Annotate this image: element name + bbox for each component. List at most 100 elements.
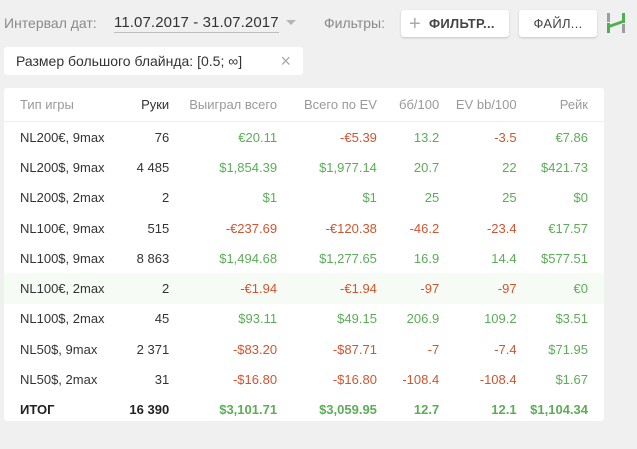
cell-game: NL200$, 2max [20, 190, 105, 206]
cell-evbb100: -23.4 [486, 220, 517, 236]
table-row[interactable]: NL200€, 9max 76 €20.11 -€5.39 13.2 -3.5 … [4, 122, 604, 153]
table-row[interactable]: NL50$, 9max 2 371 -$83.20 -$87.71 -7 -7.… [4, 334, 604, 364]
cell-ev: $1 [362, 190, 377, 206]
cell-game: NL100$, 2max [20, 311, 105, 327]
col-header-ev-total[interactable]: Всего по EV [277, 88, 377, 122]
cell-total-rake: $1,104.34 [530, 402, 588, 418]
cell-won: -€1.94 [169, 273, 278, 304]
cell-ev: $49.15 [337, 311, 377, 327]
cell-bb100: 25 [424, 190, 440, 206]
cell-won: $1,494.68 [219, 250, 278, 266]
cell-rake: $421.73 [541, 159, 588, 175]
cell-won: $1,854.39 [219, 159, 278, 175]
cell-hands: 2 371 [136, 341, 170, 357]
table-row[interactable]: NL50$, 2max 31 -$16.80 -$16.80 -108.4 -1… [4, 364, 604, 394]
cell-bb100: -108.4 [402, 372, 440, 388]
app-logo-icon [607, 13, 625, 33]
cell-rake: $1.67 [555, 372, 588, 388]
cell-evbb100: 22 [502, 159, 517, 175]
col-header-won-total[interactable]: Выиграл всего [169, 88, 278, 122]
col-header-rake[interactable]: Рейк [516, 88, 604, 122]
col-header-bb100[interactable]: бб/100 [376, 88, 440, 122]
cell-game: NL50$, 2max [20, 372, 98, 388]
cell-bb100: -97 [376, 273, 440, 304]
cell-won: $1 [262, 190, 278, 206]
filters-label: Фильтры: [324, 15, 385, 31]
cell-evbb100: -3.5 [494, 129, 517, 145]
cell-ev: -€5.39 [340, 129, 377, 145]
cell-rake: €0 [516, 273, 604, 304]
plus-icon: + [409, 12, 421, 35]
cell-ev: -$16.80 [332, 372, 377, 388]
cell-evbb100: 14.4 [491, 250, 517, 266]
cell-total-won: $3,101.71 [219, 402, 278, 418]
cell-rake: €7.86 [555, 129, 588, 145]
cell-won: -$16.80 [232, 372, 278, 388]
cell-game: NL50$, 9max [20, 341, 98, 357]
cell-rake: $577.51 [541, 250, 588, 266]
cell-rake: $3.51 [555, 311, 588, 327]
date-range-picker[interactable]: 11.07.2017 - 31.07.2017 [114, 14, 279, 33]
add-filter-button[interactable]: + ФИЛЬТР... [401, 10, 509, 37]
cell-won: $93.11 [238, 311, 278, 327]
cell-hands: 31 [154, 372, 170, 388]
cell-won: -$83.20 [232, 341, 278, 357]
cell-bb100: 206.9 [406, 311, 440, 327]
cell-hands: 45 [154, 311, 170, 327]
cell-game: NL100€, 9max [20, 220, 105, 236]
table-row[interactable]: NL200$, 9max 4 485 $1,854.39 $1,977.14 2… [4, 152, 604, 182]
cell-rake: €17.57 [548, 220, 588, 236]
table-row[interactable]: NL100$, 2max 45 $93.11 $49.15 206.9 109.… [4, 304, 604, 334]
cell-game: NL200€, 9max [20, 129, 105, 145]
cell-game: NL100$, 9max [20, 250, 105, 266]
cell-hands: 4 485 [136, 159, 170, 175]
cell-ev: -€120.38 [325, 220, 377, 236]
file-button[interactable]: ФАЙЛ... [519, 10, 597, 37]
cell-bb100: 16.9 [413, 250, 440, 266]
cell-rake: $0 [573, 190, 588, 206]
cell-game: NL200$, 9max [20, 159, 105, 175]
cell-evbb100: -97 [439, 273, 517, 304]
cell-rake: $71.95 [548, 341, 588, 357]
cell-hands: 515 [147, 220, 170, 236]
close-icon[interactable]: × [280, 51, 291, 71]
cell-evbb100: 25 [502, 190, 517, 206]
cell-ev: -$87.71 [332, 341, 377, 357]
cell-total-ev: $3,059.95 [319, 402, 377, 418]
cell-total-evbb100: 12.1 [491, 402, 517, 418]
cell-won: -€237.69 [225, 220, 278, 236]
cell-ev: $1,977.14 [319, 159, 377, 175]
cell-ev: $1,277.65 [319, 250, 377, 266]
filter-chip-label: Размер большого блайнда: [0.5; ∞] [16, 53, 243, 69]
cell-evbb100: -7.4 [494, 341, 517, 357]
cell-evbb100: -108.4 [479, 372, 517, 388]
cell-bb100: 20.7 [413, 159, 440, 175]
table-row[interactable]: NL200$, 2max 2 $1 $1 25 25 $0 [4, 183, 604, 213]
results-table: Тип игры Руки Выиграл всего Всего по EV … [4, 88, 604, 425]
col-header-game-type[interactable]: Тип игры [4, 88, 126, 122]
table-header-row: Тип игры Руки Выиграл всего Всего по EV … [4, 88, 604, 122]
table-row[interactable]: NL100$, 9max 8 863 $1,494.68 $1,277.65 1… [4, 243, 604, 273]
cell-total-bb100: 12.7 [413, 402, 440, 418]
file-button-label: ФАЙЛ... [533, 16, 583, 31]
table-total-row: ИТОГ 16 390 $3,101.71 $3,059.95 12.7 12.… [4, 395, 604, 425]
results-table-card: Тип игры Руки Выиграл всего Всего по EV … [4, 88, 604, 421]
cell-bb100: 13.2 [413, 129, 440, 145]
col-header-hands[interactable]: Руки [125, 88, 170, 122]
date-interval-label: Интервал дат: [4, 15, 97, 31]
active-filter-chip: Размер большого блайнда: [0.5; ∞] × [4, 47, 303, 75]
table-row[interactable]: NL100€, 9max 515 -€237.69 -€120.38 -46.2… [4, 213, 604, 243]
col-header-ev-bb100[interactable]: EV bb/100 [439, 88, 517, 122]
cell-evbb100: 109.2 [484, 311, 517, 327]
cell-total-label: ИТОГ [20, 402, 55, 418]
cell-ev: -€1.94 [277, 273, 377, 304]
cell-total-hands: 16 390 [129, 402, 170, 418]
cell-hands: 76 [154, 129, 170, 145]
chevron-down-icon[interactable] [286, 20, 296, 25]
cell-hands: 8 863 [136, 250, 170, 266]
cell-hands: 2 [161, 190, 170, 206]
cell-won: €20.11 [238, 129, 278, 145]
table-row-highlighted[interactable]: NL100€, 2max 2 -€1.94 -€1.94 -97 -97 €0 [4, 273, 604, 304]
cell-bb100: -46.2 [409, 220, 440, 236]
cell-bb100: -7 [427, 341, 440, 357]
